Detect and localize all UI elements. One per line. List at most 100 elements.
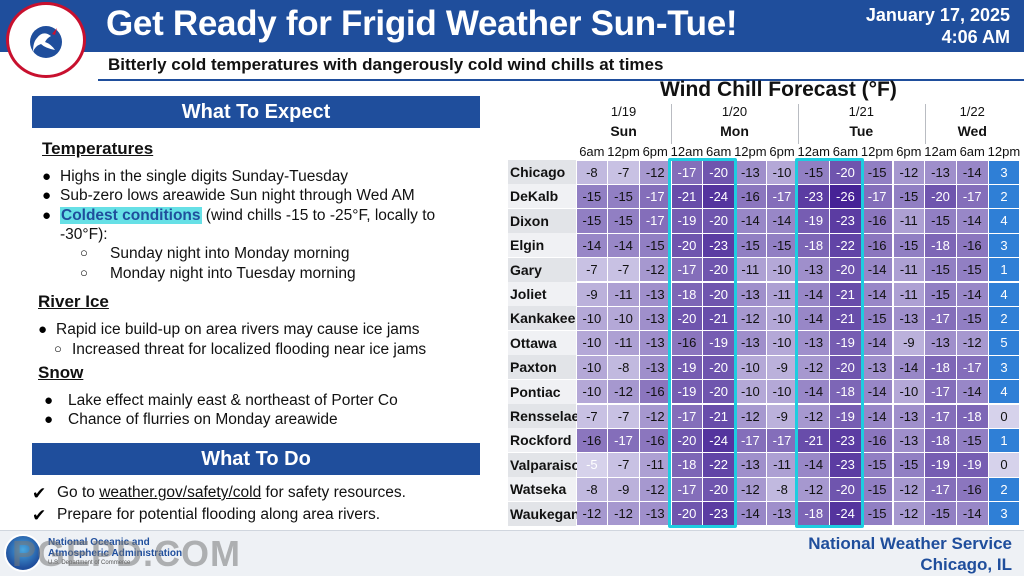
value-cell: -20 (703, 258, 734, 282)
value-cell: -18 (798, 502, 830, 526)
temps-item-1: Highs in the single digits Sunday-Tuesda… (60, 168, 349, 185)
value-cell: -11 (893, 282, 925, 306)
value-cell: -22 (703, 453, 734, 477)
city-label: Watseka (508, 477, 576, 502)
todo-item-1-pre: Go to (57, 484, 100, 501)
safety-link[interactable]: weather.gov/safety/cold (99, 484, 262, 501)
what-to-expect-heading: What To Expect (32, 96, 480, 128)
day-name: Sun (610, 123, 637, 139)
value-cell: -12 (735, 477, 766, 502)
value-cell: -14 (766, 209, 798, 233)
value-cell: -20 (703, 160, 734, 184)
value-cell: -17 (671, 404, 703, 428)
value-cell: -21 (830, 306, 861, 331)
value-cell: -23 (830, 453, 861, 477)
time-label: 12pm (734, 144, 767, 159)
value-cell: -13 (639, 306, 671, 331)
value-cell: -20 (925, 184, 956, 209)
value-cell: -18 (830, 380, 861, 404)
checkmark-icon: ✔ (32, 506, 47, 525)
value-cell: -19 (703, 331, 734, 355)
value-cell: -15 (861, 453, 893, 477)
value-cell: -17 (766, 428, 798, 453)
value-cell: -23 (703, 502, 734, 526)
value-cell: -9 (766, 404, 798, 428)
value-cell: -19 (956, 453, 988, 477)
day-date: 1/21 (848, 104, 874, 119)
value-cell: -7 (576, 404, 608, 428)
value-cell: -15 (861, 160, 893, 184)
value-cell: -17 (671, 477, 703, 502)
value-cell: -10 (766, 380, 798, 404)
value-cell: -15 (861, 502, 893, 526)
noaa-name: National Oceanic and Atmospheric Adminis… (48, 537, 182, 559)
value-cell: -14 (861, 380, 893, 404)
bullet-icon: ● (42, 207, 52, 224)
value-cell: -10 (576, 380, 608, 404)
value-cell: -16 (861, 209, 893, 233)
value-cell: -14 (861, 258, 893, 282)
value-cell: -20 (671, 502, 703, 526)
value-cell: -21 (830, 282, 861, 306)
value-cell: -17 (671, 160, 703, 184)
value-cell: -20 (830, 258, 861, 282)
todo-item-1-post: for safety resources. (261, 484, 406, 501)
subtitle: Bitterly cold temperatures with dangerou… (108, 55, 664, 74)
value-cell: -14 (608, 233, 639, 258)
watermark: PGEPD.COM (12, 533, 242, 574)
value-cell: -14 (861, 404, 893, 428)
value-cell: -12 (639, 258, 671, 282)
temps-item-2: Sub-zero lows areawide Sun night through… (60, 187, 415, 204)
value-cell: -23 (703, 233, 734, 258)
value-cell: -16 (576, 428, 608, 453)
checkmark-icon: ✔ (32, 484, 47, 503)
value-cell: 3 (988, 502, 1020, 526)
value-cell: -15 (893, 233, 925, 258)
value-cell: 2 (988, 184, 1020, 209)
value-cell: -8 (576, 477, 608, 502)
date-text: January 17, 2025 (865, 5, 1010, 25)
circle-bullet-icon: ○ (80, 245, 88, 260)
value-cell: -10 (735, 380, 766, 404)
value-cell: -20 (671, 306, 703, 331)
value-cell: -11 (608, 282, 639, 306)
value-cell: -14 (735, 209, 766, 233)
value-cell: -14 (956, 160, 988, 184)
value-cell: -15 (576, 209, 608, 233)
value-cell: -8 (766, 477, 798, 502)
todo-item-2: Prepare for potential flooding along are… (57, 506, 381, 523)
value-cell: 1 (988, 258, 1020, 282)
value-cell: -10 (766, 331, 798, 355)
value-cell: -14 (798, 282, 830, 306)
value-cell: -7 (608, 404, 639, 428)
value-cell: -17 (956, 355, 988, 380)
value-cell: -11 (766, 453, 798, 477)
city-label: Gary (508, 257, 576, 282)
coldest-highlight: Coldest conditions (60, 207, 202, 224)
value-cell: -13 (893, 306, 925, 331)
bullet-icon: ● (44, 392, 54, 409)
value-cell: -20 (703, 209, 734, 233)
value-cell: -16 (861, 428, 893, 453)
value-cell: -18 (671, 453, 703, 477)
value-cell: -15 (925, 282, 956, 306)
value-cell: -15 (608, 209, 639, 233)
value-cell: -14 (893, 355, 925, 380)
value-cell: -10 (576, 306, 608, 331)
time-label: 6pm (769, 144, 795, 159)
city-label: Pontiac (508, 379, 576, 404)
value-cell: -7 (608, 160, 639, 184)
value-cell: -21 (703, 306, 734, 331)
value-cell: -23 (830, 209, 861, 233)
value-cell: -14 (956, 380, 988, 404)
chart-title: Wind Chill Forecast (°F) (660, 78, 897, 101)
city-label: Waukegan (508, 501, 580, 526)
city-label: Joliet (508, 282, 576, 306)
value-cell: -15 (861, 306, 893, 331)
day-divider (797, 104, 799, 144)
value-cell: -20 (703, 282, 734, 306)
value-cell: -12 (639, 404, 671, 428)
time-label: 6pm (896, 144, 922, 159)
value-cell: -18 (925, 233, 956, 258)
city-label: Valparaiso (508, 452, 580, 477)
